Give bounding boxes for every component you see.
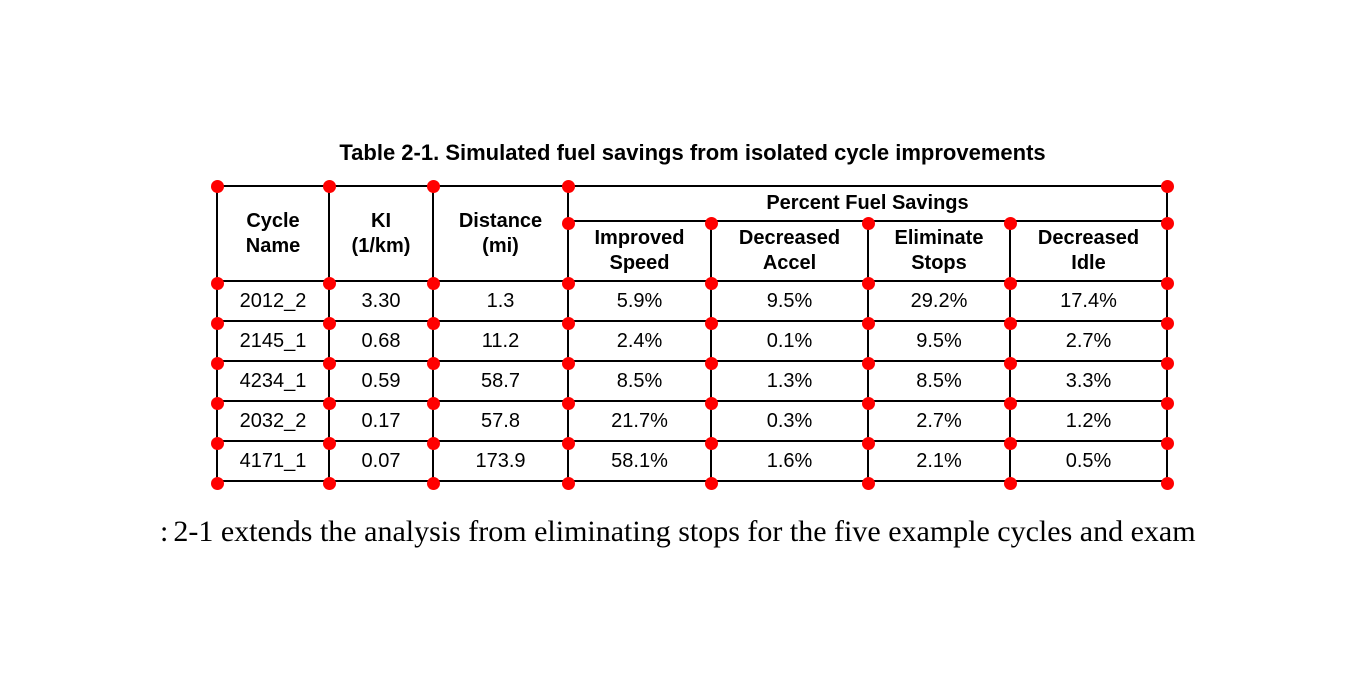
col-header-decreased-accel: Decreased Accel (710, 220, 869, 282)
fuel-savings-table: Cycle Name KI (1/km) Distance (mi) Perce… (216, 185, 1168, 482)
cell-decreased-idle: 17.4% (1009, 280, 1168, 322)
cell-eliminate-stops: 29.2% (867, 280, 1011, 322)
cell-decreased-accel: 0.3% (710, 400, 869, 442)
cell-eliminate-stops: 9.5% (867, 320, 1011, 362)
cell-eliminate-stops: 2.1% (867, 440, 1011, 482)
cell-decreased-accel: 1.6% (710, 440, 869, 482)
body-text: 2-1 extends the analysis from eliminatin… (173, 515, 1196, 548)
table-row: 2032_2 0.17 57.8 21.7% 0.3% 2.7% 1.2% (216, 400, 1168, 442)
cell-cycle-name: 2032_2 (216, 400, 330, 442)
cell-decreased-accel: 0.1% (710, 320, 869, 362)
cell-distance: 58.7 (432, 360, 569, 402)
cell-improved-speed: 21.7% (567, 400, 712, 442)
col-header-ki: KI (1/km) (328, 185, 434, 282)
col-header-decreased-idle: Decreased Idle (1009, 220, 1168, 282)
cell-distance: 11.2 (432, 320, 569, 362)
cell-decreased-accel: 9.5% (710, 280, 869, 322)
cell-cycle-name: 2012_2 (216, 280, 330, 322)
cell-ki: 0.07 (328, 440, 434, 482)
body-text-line: :2-1 extends the analysis from eliminati… (160, 512, 1196, 552)
cell-decreased-idle: 1.2% (1009, 400, 1168, 442)
cell-distance: 1.3 (432, 280, 569, 322)
header-row-sub: Improved Speed Decreased Accel Eliminate… (217, 220, 1168, 282)
cell-decreased-idle: 3.3% (1009, 360, 1168, 402)
clipped-character-fragment: : (160, 515, 169, 548)
table-row: 4234_1 0.59 58.7 8.5% 1.3% 8.5% 3.3% (216, 360, 1168, 402)
cell-eliminate-stops: 8.5% (867, 360, 1011, 402)
cell-distance: 57.8 (432, 400, 569, 442)
col-header-cycle-name: Cycle Name (216, 185, 330, 282)
col-header-eliminate-stops: Eliminate Stops (867, 220, 1011, 282)
cell-eliminate-stops: 2.7% (867, 400, 1011, 442)
cell-cycle-name: 2145_1 (216, 320, 330, 362)
cell-improved-speed: 8.5% (567, 360, 712, 402)
table-title: Table 2-1. Simulated fuel savings from i… (339, 140, 1046, 165)
col-header-distance: Distance (mi) (432, 185, 569, 282)
cell-cycle-name: 4171_1 (216, 440, 330, 482)
cell-ki: 0.59 (328, 360, 434, 402)
cell-decreased-idle: 2.7% (1009, 320, 1168, 362)
header-row-group: Cycle Name KI (1/km) Distance (mi) Perce… (216, 185, 1168, 282)
cell-ki: 0.17 (328, 400, 434, 442)
table-row: 2145_1 0.68 11.2 2.4% 0.1% 9.5% 2.7% (216, 320, 1168, 362)
cell-improved-speed: 58.1% (567, 440, 712, 482)
cell-decreased-accel: 1.3% (710, 360, 869, 402)
table-row: 4171_1 0.07 173.9 58.1% 1.6% 2.1% 0.5% (216, 440, 1168, 482)
cell-ki: 0.68 (328, 320, 434, 362)
table-row: 2012_2 3.30 1.3 5.9% 9.5% 29.2% 17.4% (216, 280, 1168, 322)
cell-ki: 3.30 (328, 280, 434, 322)
cell-distance: 173.9 (432, 440, 569, 482)
cell-improved-speed: 5.9% (567, 280, 712, 322)
cell-decreased-idle: 0.5% (1009, 440, 1168, 482)
col-header-improved-speed: Improved Speed (567, 220, 712, 282)
cell-cycle-name: 4234_1 (216, 360, 330, 402)
cell-improved-speed: 2.4% (567, 320, 712, 362)
col-group-percent-fuel-savings: Percent Fuel Savings (567, 185, 1168, 222)
